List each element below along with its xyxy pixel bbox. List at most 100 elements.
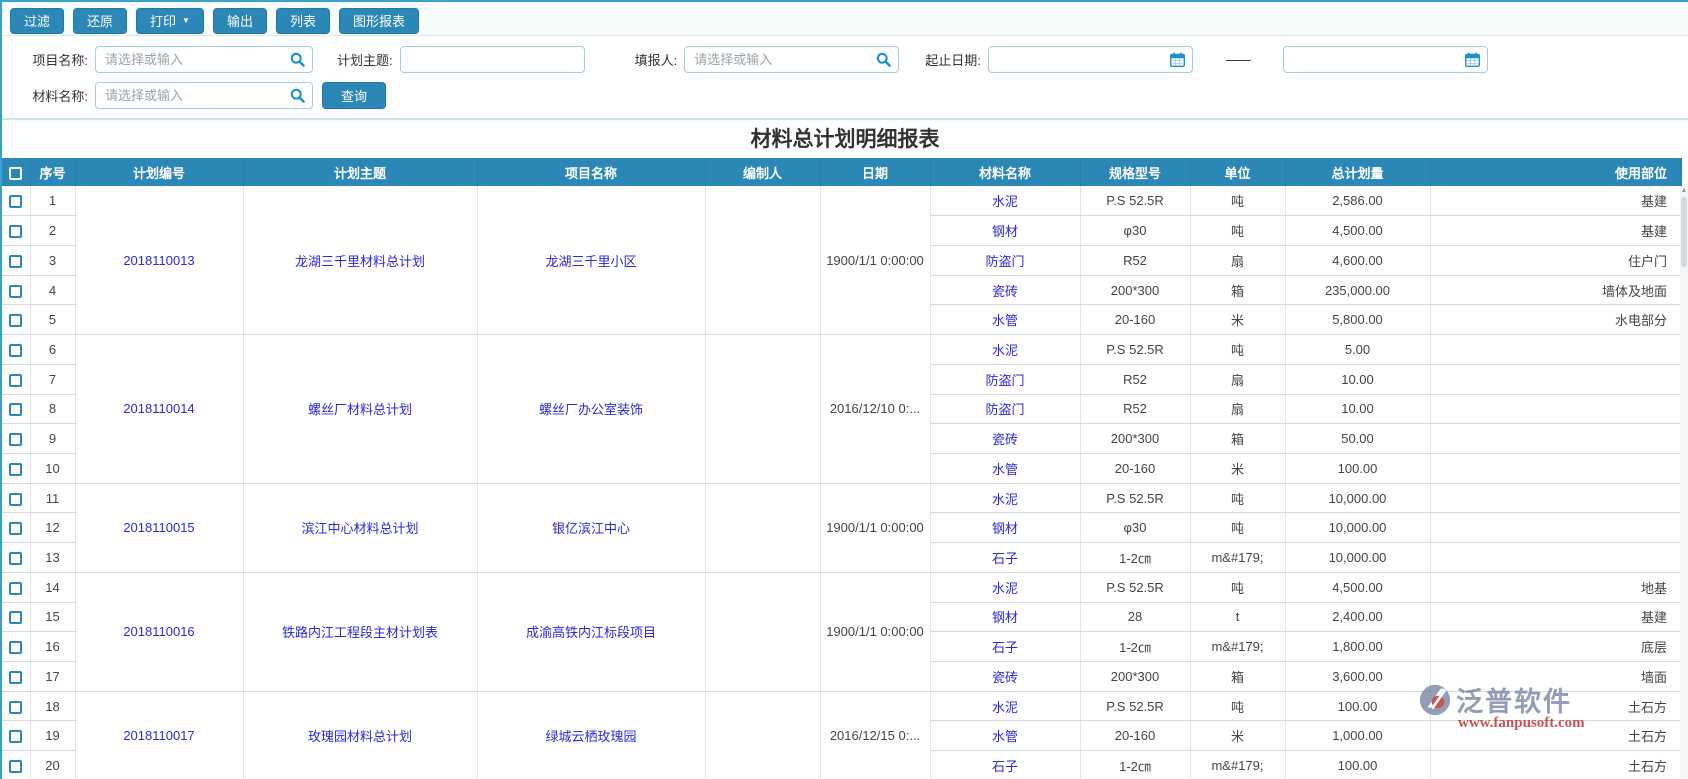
material-name-link[interactable]: 石子: [991, 550, 1018, 566]
material-name-link[interactable]: 钢材: [991, 224, 1018, 240]
project-name-cell: 螺丝厂办公室装饰: [477, 334, 706, 484]
material-name-link[interactable]: 瓷砖: [991, 283, 1018, 299]
filter-row-1: 项目名称: 计划主题: 填报人: 起止日期:: [2, 45, 1688, 73]
select-all-checkbox[interactable]: [9, 166, 23, 180]
row-checkbox[interactable]: [9, 284, 23, 298]
material-name-link[interactable]: 瓷砖: [991, 669, 1018, 685]
column-header-location: 使用部位: [1430, 158, 1682, 186]
spec-cell: 200*300: [1080, 275, 1191, 306]
unit-cell: 扇: [1190, 364, 1286, 395]
row-checkbox[interactable]: [9, 314, 23, 328]
material-name-link[interactable]: 水管: [991, 313, 1018, 329]
row-checkbox[interactable]: [9, 403, 23, 417]
total-qty-cell: 5.00: [1285, 334, 1431, 365]
material-name-link[interactable]: 石子: [991, 640, 1018, 656]
unit-cell: t: [1190, 602, 1286, 633]
plan-subject-cell: 滨江中心材料总计划: [243, 483, 478, 573]
row-select-cell: [2, 720, 31, 752]
vertical-scrollbar[interactable]: ▲: [1680, 186, 1688, 779]
search-button[interactable]: 查询: [322, 81, 386, 109]
plan-subject-cell: 螺丝厂材料总计划: [243, 334, 478, 484]
material-name-link[interactable]: 瓷砖: [991, 432, 1018, 448]
graph-report-button[interactable]: 图形报表: [339, 7, 420, 34]
search-icon[interactable]: [289, 87, 306, 104]
export-button[interactable]: 输出: [212, 7, 267, 34]
table-row: 13 石子 1-2㎝ m&#179; 10,000.00: [2, 542, 1682, 573]
material-name-link[interactable]: 水泥: [991, 194, 1018, 210]
scrollbar-thumb[interactable]: [1681, 197, 1687, 267]
plan-subject-link[interactable]: 玫瑰园材料总计划: [307, 729, 412, 745]
total-qty-cell: 10,000.00: [1285, 512, 1431, 544]
plan-no-link[interactable]: 2018110013: [123, 252, 195, 268]
row-checkbox[interactable]: [9, 254, 23, 268]
row-checkbox[interactable]: [9, 373, 23, 387]
plan-no-link[interactable]: 2018110015: [123, 520, 195, 536]
material-name-link[interactable]: 水管: [991, 461, 1018, 477]
calendar-icon[interactable]: [1169, 51, 1186, 68]
material-name-link[interactable]: 防盗门: [985, 372, 1025, 388]
row-checkbox[interactable]: [9, 611, 23, 625]
search-icon[interactable]: [875, 51, 892, 68]
row-checkbox[interactable]: [9, 760, 23, 774]
location-cell: [1430, 483, 1682, 514]
row-checkbox[interactable]: [9, 462, 23, 476]
row-number-cell: 6: [30, 334, 76, 365]
material-name-link[interactable]: 钢材: [991, 521, 1018, 537]
scroll-up-arrow-icon[interactable]: ▲: [1680, 187, 1688, 194]
table-row: 15 钢材 28 t 2,400.00 基建: [2, 602, 1682, 633]
spec-cell: φ30: [1080, 512, 1191, 544]
material-name-link[interactable]: 水泥: [991, 491, 1018, 507]
filter-button[interactable]: 过滤: [10, 7, 65, 34]
plan-subject-link[interactable]: 铁路内江工程段主材计划表: [281, 625, 438, 641]
row-checkbox[interactable]: [9, 670, 23, 684]
row-checkbox[interactable]: [9, 433, 23, 447]
search-icon[interactable]: [289, 51, 306, 68]
row-checkbox[interactable]: [9, 581, 23, 595]
project-name-input[interactable]: [95, 45, 313, 73]
material-name-cell: 瓷砖: [930, 423, 1081, 454]
row-checkbox[interactable]: [9, 343, 23, 357]
plan-subject-link[interactable]: 螺丝厂材料总计划: [307, 402, 412, 418]
start-date-input[interactable]: [987, 45, 1193, 73]
material-name-link[interactable]: 水泥: [991, 580, 1018, 596]
plan-subject-input[interactable]: [399, 45, 585, 73]
project-name-link[interactable]: 螺丝厂办公室装饰: [538, 402, 643, 418]
plan-no-link[interactable]: 2018110017: [123, 728, 195, 744]
material-name-link[interactable]: 钢材: [991, 610, 1018, 626]
material-name-link[interactable]: 水泥: [991, 699, 1018, 715]
row-checkbox[interactable]: [9, 195, 23, 209]
row-checkbox[interactable]: [9, 700, 23, 714]
row-checkbox[interactable]: [9, 730, 23, 744]
material-name-link[interactable]: 防盗门: [985, 253, 1025, 269]
end-date-input[interactable]: [1282, 45, 1488, 73]
material-name-link[interactable]: 防盗门: [985, 402, 1025, 418]
material-name-link[interactable]: 水泥: [991, 342, 1018, 358]
project-name-link[interactable]: 成渝高铁内江标段项目: [525, 625, 656, 641]
plan-no-link[interactable]: 2018110016: [123, 624, 195, 640]
row-checkbox[interactable]: [9, 641, 23, 655]
project-name-link[interactable]: 龙湖三千里小区: [545, 253, 637, 269]
plan-subject-link[interactable]: 龙湖三千里材料总计划: [294, 253, 425, 269]
row-checkbox[interactable]: [9, 522, 23, 536]
row-checkbox[interactable]: [9, 492, 23, 506]
material-name-link[interactable]: 石子: [991, 759, 1018, 775]
material-name-input[interactable]: [95, 81, 313, 109]
table-row: 14 2018110016 铁路内江工程段主材计划表 成渝高铁内江标段项目 1900/1…: [2, 572, 1682, 692]
project-name-link[interactable]: 绿城云栖玫瑰园: [545, 729, 637, 745]
row-checkbox[interactable]: [9, 225, 23, 239]
plan-no-link[interactable]: 2018110014: [123, 401, 195, 417]
list-button[interactable]: 列表: [275, 7, 330, 34]
project-name-link[interactable]: 银亿滨江中心: [551, 521, 630, 537]
plan-subject-link[interactable]: 滨江中心材料总计划: [301, 521, 419, 537]
material-name-cell: 水泥: [930, 691, 1081, 722]
row-select-cell: [2, 750, 31, 779]
row-checkbox[interactable]: [9, 552, 23, 566]
calendar-icon[interactable]: [1464, 51, 1481, 68]
restore-button[interactable]: 还原: [73, 7, 128, 34]
spec-cell: 20-160: [1080, 720, 1191, 752]
print-button[interactable]: 打印 ▼: [136, 7, 204, 34]
location-cell: 地基: [1430, 572, 1682, 603]
material-name-link[interactable]: 水管: [991, 729, 1018, 745]
reporter-input[interactable]: [684, 45, 900, 73]
